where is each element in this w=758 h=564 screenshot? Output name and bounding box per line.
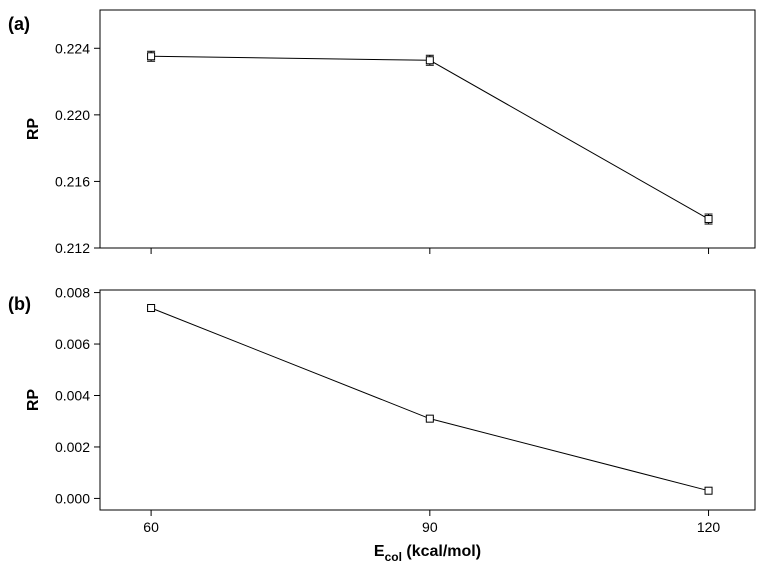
x-tick-label: 60 [143,519,159,535]
y-tick-label: 0.216 [55,173,90,189]
x-tick-label: 90 [422,519,438,535]
y-axis-label: RP [25,389,42,412]
plot-frame [99,289,756,511]
y-tick-label: 0.220 [55,107,90,123]
marker [704,215,713,224]
data-line [151,55,709,220]
marker [704,486,713,495]
x-axis-label: Ecol (kcal/mol) [374,543,481,564]
panel-label: (b) [8,294,31,314]
y-tick-label: 0.212 [55,240,90,256]
plot-frame [99,9,756,249]
marker [425,414,434,423]
marker [425,56,434,65]
x-label-rest: (kcal/mol) [402,543,481,560]
marker [147,52,156,61]
x-label-main: E [374,543,385,560]
y-tick-label: 0.000 [55,490,90,506]
panel-label: (a) [8,14,30,34]
data-line [150,307,709,492]
x-label-sub: col [385,550,402,564]
y-tick-label: 0.008 [55,285,90,301]
x-tick-label: 120 [697,519,721,535]
y-tick-label: 0.224 [55,40,90,56]
y-tick-label: 0.004 [55,387,90,403]
y-tick-label: 0.002 [55,439,90,455]
y-axis-label: RP [25,118,42,141]
y-tick-label: 0.006 [55,336,90,352]
marker [147,304,156,313]
